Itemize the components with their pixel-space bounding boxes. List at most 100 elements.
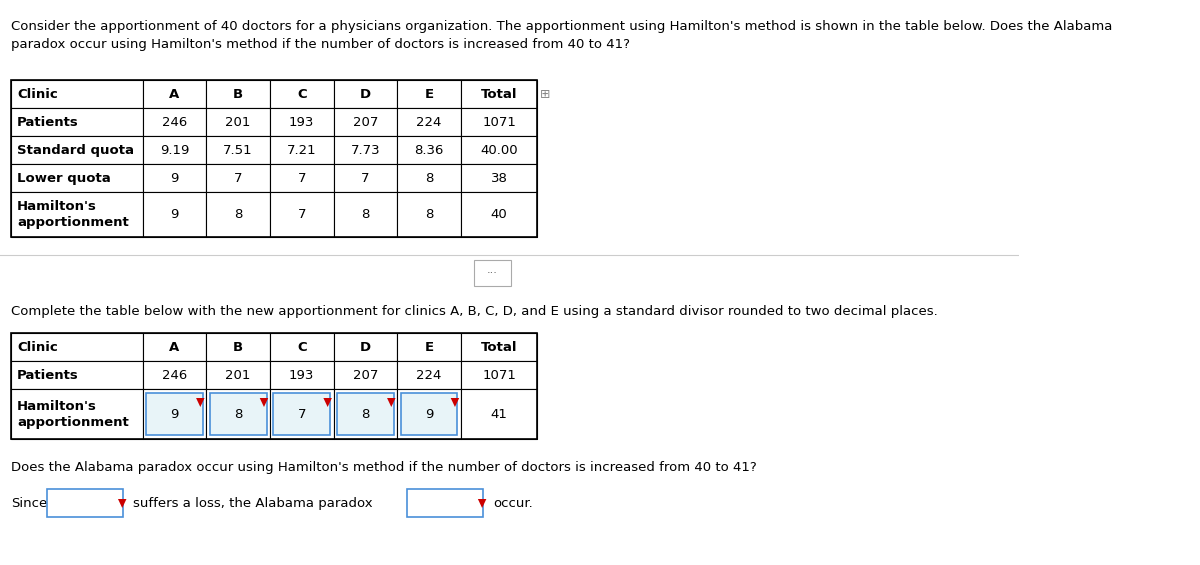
Text: 7.21: 7.21 (287, 144, 317, 157)
Text: 1071: 1071 (482, 368, 516, 381)
Text: Hamilton's
apportionment: Hamilton's apportionment (17, 200, 128, 229)
Bar (397, 333, 461, 361)
Text: 224: 224 (416, 368, 442, 381)
Text: 40.00: 40.00 (480, 144, 518, 157)
Text: 7: 7 (298, 407, 306, 420)
Text: 8: 8 (361, 407, 370, 420)
Bar (337, 393, 394, 435)
Bar (397, 361, 461, 389)
Bar (270, 389, 334, 439)
Bar (334, 164, 397, 192)
Text: Patients: Patients (17, 368, 79, 381)
Text: A: A (169, 88, 180, 101)
Text: 9.19: 9.19 (160, 144, 190, 157)
Text: 41: 41 (491, 407, 508, 420)
Text: Patients: Patients (17, 115, 79, 128)
Bar (334, 333, 397, 361)
Bar (270, 108, 334, 136)
Text: D: D (360, 341, 371, 354)
Text: B: B (233, 341, 244, 354)
Text: suffers a loss, the Alabama paradox: suffers a loss, the Alabama paradox (133, 497, 373, 510)
Text: 9: 9 (170, 208, 179, 221)
Text: Since: Since (11, 497, 47, 510)
Text: 7: 7 (234, 172, 242, 185)
Text: D: D (360, 88, 371, 101)
Bar (206, 108, 270, 136)
Bar (143, 164, 206, 192)
Text: 38: 38 (491, 172, 508, 185)
Text: 8: 8 (234, 407, 242, 420)
Bar (461, 108, 538, 136)
Bar (47, 489, 124, 517)
Bar (11, 389, 143, 439)
Text: Total: Total (481, 341, 517, 354)
Bar (397, 80, 461, 108)
Text: 8: 8 (234, 208, 242, 221)
Bar (143, 192, 206, 237)
Bar (334, 136, 397, 164)
Polygon shape (118, 499, 126, 508)
Bar (206, 80, 270, 108)
Bar (397, 192, 461, 237)
Bar (11, 80, 143, 108)
Bar (143, 361, 206, 389)
Bar (334, 80, 397, 108)
Bar (143, 333, 206, 361)
Text: 201: 201 (226, 368, 251, 381)
Text: Consider the apportionment of 40 doctors for a physicians organization. The appo: Consider the apportionment of 40 doctors… (11, 20, 1112, 51)
Text: Total: Total (481, 88, 517, 101)
Text: ⊞: ⊞ (540, 88, 551, 101)
Text: 8.36: 8.36 (414, 144, 444, 157)
Polygon shape (323, 398, 332, 407)
Bar (11, 361, 143, 389)
Bar (334, 389, 397, 439)
Polygon shape (478, 499, 486, 508)
Text: Complete the table below with the new apportionment for clinics A, B, C, D, and : Complete the table below with the new ap… (11, 305, 937, 318)
Bar (461, 136, 538, 164)
Text: A: A (169, 341, 180, 354)
Text: 7: 7 (361, 172, 370, 185)
Text: Clinic: Clinic (17, 88, 58, 101)
Text: E: E (425, 88, 433, 101)
Bar (397, 136, 461, 164)
Bar (397, 108, 461, 136)
Text: 7.51: 7.51 (223, 144, 253, 157)
Bar (206, 192, 270, 237)
Text: C: C (296, 341, 306, 354)
Polygon shape (259, 398, 269, 407)
Bar (270, 361, 334, 389)
Bar (334, 361, 397, 389)
Text: 7.73: 7.73 (350, 144, 380, 157)
Text: Standard quota: Standard quota (17, 144, 134, 157)
Bar (206, 136, 270, 164)
Text: 246: 246 (162, 115, 187, 128)
Bar (206, 389, 270, 439)
Bar (11, 80, 538, 237)
Bar (407, 489, 482, 517)
Bar (397, 389, 461, 439)
Text: 9: 9 (170, 172, 179, 185)
Bar (11, 136, 143, 164)
Text: Lower quota: Lower quota (17, 172, 110, 185)
Bar (461, 164, 538, 192)
Text: 207: 207 (353, 115, 378, 128)
Text: 193: 193 (289, 115, 314, 128)
Text: 8: 8 (425, 208, 433, 221)
Bar (474, 260, 511, 286)
Bar (206, 333, 270, 361)
Text: 8: 8 (361, 208, 370, 221)
Text: C: C (296, 88, 306, 101)
Text: 9: 9 (425, 407, 433, 420)
Bar (143, 108, 206, 136)
Bar (461, 192, 538, 237)
Text: Hamilton's
apportionment: Hamilton's apportionment (17, 399, 128, 428)
Bar (143, 136, 206, 164)
Bar (11, 333, 143, 361)
Bar (11, 164, 143, 192)
Bar (210, 393, 266, 435)
Bar (206, 361, 270, 389)
Bar (461, 333, 538, 361)
Bar (334, 108, 397, 136)
Text: 207: 207 (353, 368, 378, 381)
Bar (143, 80, 206, 108)
